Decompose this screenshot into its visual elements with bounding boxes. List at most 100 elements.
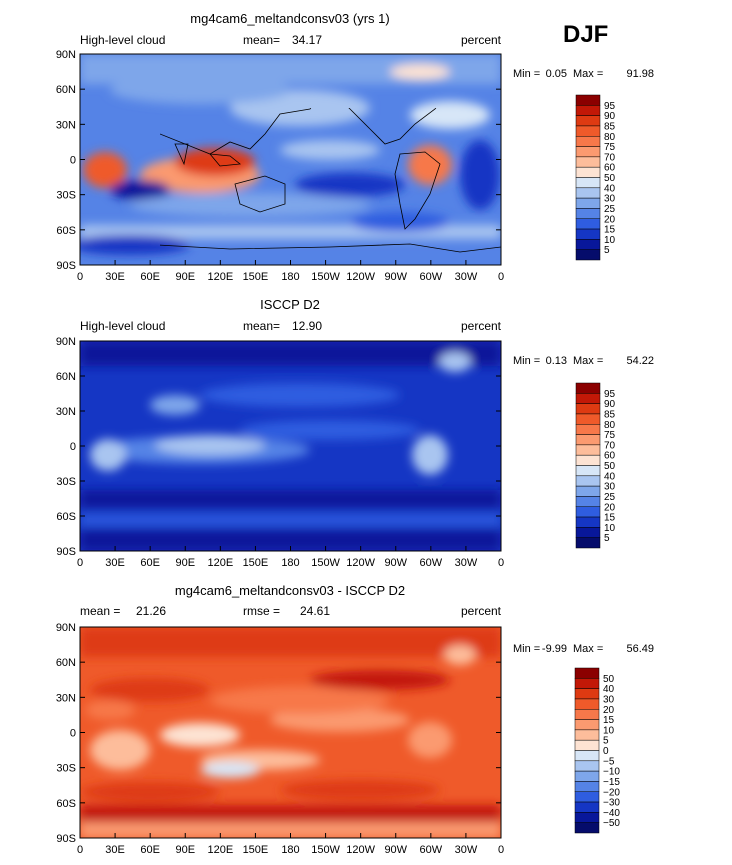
max-value: 91.98 (626, 68, 654, 80)
y-tick-label: 60S (56, 798, 76, 810)
colorbar-swatch (575, 454, 601, 466)
mean-value: 21.26 (136, 604, 166, 618)
rmse-label: rmse = (243, 604, 280, 618)
colorbar-swatch (574, 750, 600, 762)
x-tick-label: 90E (175, 844, 195, 856)
colorbar-swatch (575, 115, 601, 127)
max-value: 54.22 (626, 355, 654, 367)
y-tick-label: 0 (70, 441, 76, 453)
colorbar-swatch (575, 187, 601, 199)
y-tick-label: 90S (56, 833, 76, 845)
x-tick-label: 30W (455, 557, 478, 569)
colorbar-swatch (574, 667, 600, 679)
x-tick-label: 60E (140, 844, 160, 856)
min-value: 0.13 (546, 355, 567, 367)
colorbar-label: 60 (604, 451, 616, 462)
x-tick-label: 150E (243, 557, 269, 569)
x-tick-label: 150E (243, 271, 269, 283)
colorbar-swatch (574, 781, 600, 792)
colorbar-swatch (575, 465, 601, 477)
colorbar-label: 25 (604, 204, 616, 215)
colorbar-label: 5 (604, 533, 610, 544)
colorbar-swatch (574, 719, 600, 731)
colorbar-swatch (574, 729, 600, 741)
mean-label: mean= (243, 319, 280, 333)
colorbar-label: 60 (604, 163, 616, 174)
colorbar-label: 50 (603, 674, 615, 685)
colorbar-swatch (575, 537, 601, 549)
colorbar-swatch (574, 791, 600, 803)
colorbar-label: 85 (604, 409, 616, 420)
variable-label: High-level cloud (80, 319, 165, 333)
x-tick-label: 90W (384, 557, 407, 569)
colorbar-swatch (575, 424, 601, 435)
colorbar-swatch (575, 403, 601, 415)
y-tick-label: 30N (56, 119, 76, 131)
colorbar-swatch (575, 136, 601, 147)
colorbar-label: 40 (603, 684, 615, 695)
y-tick-label: 90S (56, 260, 76, 272)
rmse-value: 24.61 (300, 604, 330, 618)
colorbar-label: 40 (604, 183, 616, 194)
colorbar-swatch (575, 444, 601, 456)
coastline (394, 151, 441, 230)
coastline (209, 153, 242, 167)
colorbar-label: 25 (604, 492, 616, 503)
y-tick-label: 60S (56, 511, 76, 523)
y-tick-label: 60N (56, 371, 76, 383)
x-tick-label: 90E (175, 557, 195, 569)
colorbar-label: 5 (604, 245, 610, 256)
colorbar-label: 5 (603, 736, 609, 747)
x-tick-label: 150E (243, 844, 269, 856)
colorbar-label: 10 (604, 235, 616, 246)
colorbar-label: 15 (604, 513, 616, 524)
colorbar-swatch (575, 177, 601, 189)
colorbar-swatch (575, 228, 601, 240)
y-tick-label: 30S (56, 476, 76, 488)
coastline (160, 243, 502, 253)
mean-value: 12.90 (292, 319, 322, 333)
colorbar-label: 10 (604, 523, 616, 534)
y-tick-label: 90N (56, 49, 76, 61)
coastline (234, 175, 286, 213)
colorbar-swatch (575, 527, 601, 538)
mean-label: mean= (243, 33, 280, 47)
colorbar-label: 30 (604, 194, 616, 205)
colorbar-label: 75 (604, 142, 616, 153)
x-tick-label: 150W (311, 271, 340, 283)
x-tick-label: 120W (346, 844, 375, 856)
colorbar-label: 30 (604, 482, 616, 493)
colorbar-label: 70 (604, 152, 616, 163)
colorbar-label: 90 (604, 399, 616, 410)
units-label: percent (461, 33, 502, 47)
x-tick-label: 30W (455, 271, 478, 283)
colorbar-label: 95 (604, 389, 616, 400)
colorbar-swatch (575, 239, 601, 250)
x-tick-label: 0 (498, 557, 504, 569)
x-tick-label: 120E (207, 271, 233, 283)
colorbar-label: 50 (604, 461, 616, 472)
x-tick-label: 120W (346, 271, 375, 283)
y-tick-label: 90N (56, 622, 76, 634)
colorbar-swatch (574, 688, 600, 700)
max-value: 56.49 (626, 643, 654, 655)
x-tick-label: 180 (281, 557, 299, 569)
x-tick-label: 90W (384, 844, 407, 856)
min-value: -9.99 (542, 643, 567, 655)
colorbar-label: −50 (603, 818, 620, 829)
min-value: 0.05 (546, 68, 567, 80)
colorbar-swatch (575, 485, 601, 497)
variable-label: High-level cloud (80, 33, 165, 47)
colorbar-swatch (575, 156, 601, 168)
colorbar-swatch (575, 475, 601, 487)
y-tick-label: 60N (56, 84, 76, 96)
x-tick-label: 120E (207, 844, 233, 856)
colorbar-swatch (575, 146, 601, 158)
colorbar-swatch (575, 434, 601, 446)
colorbar-label: 90 (604, 111, 616, 122)
x-tick-label: 30E (105, 557, 125, 569)
colorbar-label: 75 (604, 430, 616, 441)
